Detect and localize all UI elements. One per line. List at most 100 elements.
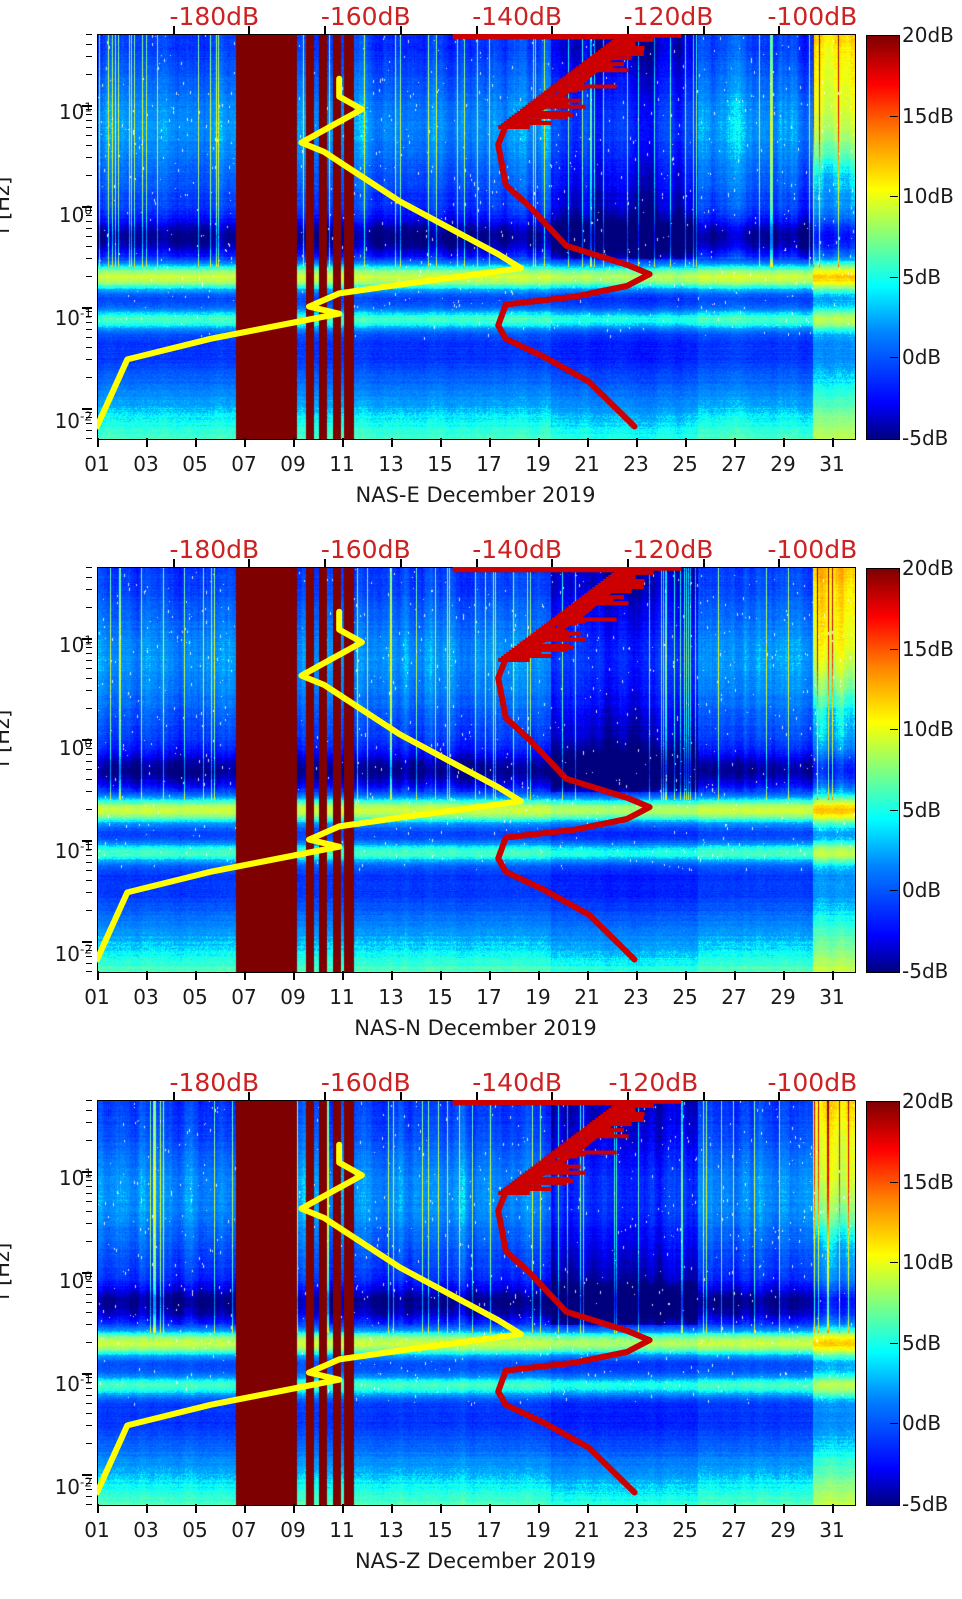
x-tick-label-03: 03 bbox=[133, 985, 159, 1009]
colorbar-tick-20dB: 20dB bbox=[902, 556, 954, 580]
colorbar-tick-10dB: 10dB bbox=[902, 184, 954, 209]
x-tick-mark bbox=[440, 971, 442, 980]
y-major-tick bbox=[82, 306, 92, 309]
x-tick-mark bbox=[342, 971, 344, 980]
x-tick-mark bbox=[734, 971, 736, 980]
y-minor-tick bbox=[86, 870, 92, 871]
spectrogram-image bbox=[98, 35, 855, 439]
colorbar-tick--5dB: -5dB bbox=[902, 426, 949, 450]
y-minor-tick bbox=[86, 1382, 92, 1384]
panel-xlabel: NAS-N December 2019 bbox=[354, 1016, 597, 1040]
x-tick-mark bbox=[146, 971, 148, 980]
y-major-tick bbox=[82, 637, 92, 640]
y-minor-tick bbox=[86, 791, 92, 793]
top-db-tick bbox=[551, 1092, 554, 1100]
x-tick-mark bbox=[293, 438, 295, 447]
top-db-tick bbox=[399, 559, 402, 567]
x-tick-mark bbox=[97, 971, 99, 980]
y-minor-tick bbox=[86, 346, 92, 348]
top-db-tick bbox=[626, 559, 629, 567]
db-label-120: -120dB bbox=[608, 1068, 699, 1097]
spectrogram-plot-nas-z[interactable] bbox=[97, 1100, 856, 1506]
x-tick-label-05: 05 bbox=[182, 452, 208, 476]
top-db-tick bbox=[778, 26, 781, 34]
y-major-tick bbox=[82, 1271, 92, 1274]
x-tick-label-11: 11 bbox=[329, 1518, 355, 1542]
y-minor-tick bbox=[86, 910, 92, 912]
colorbar-tick--5dB: -5dB bbox=[902, 1492, 949, 1516]
colorbar-tick-20dB: 20dB bbox=[902, 23, 954, 47]
x-tick-label-23: 23 bbox=[623, 452, 649, 476]
y-minor-tick bbox=[86, 1388, 92, 1390]
x-tick-label-27: 27 bbox=[721, 985, 747, 1009]
y-minor-tick bbox=[86, 1223, 92, 1225]
db-label-140: -140dB bbox=[472, 2, 563, 31]
db-label-100: -100dB bbox=[767, 1068, 858, 1097]
y-minor-tick bbox=[86, 589, 92, 591]
x-tick-label-29: 29 bbox=[770, 985, 796, 1009]
top-db-tick bbox=[778, 559, 781, 567]
x-tick-mark bbox=[489, 1504, 491, 1513]
colorbar-tick-mark bbox=[890, 1342, 898, 1344]
colorbar-tick-mark bbox=[890, 276, 898, 278]
colorbar-tick-mark bbox=[890, 890, 898, 892]
y-minor-tick bbox=[86, 337, 92, 338]
x-tick-label-19: 19 bbox=[525, 1518, 551, 1542]
y-minor-tick bbox=[86, 1140, 92, 1142]
y-minor-tick bbox=[86, 945, 92, 947]
x-tick-mark bbox=[293, 1504, 295, 1513]
y-minor-tick bbox=[86, 236, 92, 237]
y-minor-tick bbox=[86, 56, 92, 58]
y-minor-tick bbox=[86, 660, 92, 661]
colorbar-tick-mark bbox=[890, 1423, 898, 1425]
x-tick-label-17: 17 bbox=[476, 1518, 502, 1542]
x-tick-label-17: 17 bbox=[476, 985, 502, 1009]
db-label-140: -140dB bbox=[472, 535, 563, 564]
y-tick-10e1: 101 bbox=[58, 100, 92, 124]
y-minor-tick bbox=[86, 1122, 92, 1124]
y-major-tick bbox=[82, 839, 92, 842]
y-tick-10e-2: 10-2 bbox=[54, 409, 92, 433]
top-db-axis: -180dB -160dB -140dB -120dB -100dB bbox=[97, 533, 857, 567]
y-minor-tick bbox=[86, 754, 92, 756]
spectrogram-canvas bbox=[98, 568, 855, 972]
y-minor-tick bbox=[86, 668, 92, 669]
y-tick-10e-2: 10-2 bbox=[54, 942, 92, 966]
x-tick-label-21: 21 bbox=[574, 985, 600, 1009]
x-tick-mark bbox=[195, 1504, 197, 1513]
y-minor-tick bbox=[86, 769, 92, 770]
x-axis-nas-e: 01 03 05 07 09 11 13 15 17 19 21 23 25 27 29 31 bbox=[84, 438, 854, 478]
x-tick-label-05: 05 bbox=[182, 985, 208, 1009]
y-minor-tick bbox=[86, 438, 92, 439]
y-minor-tick bbox=[86, 175, 92, 177]
top-db-tick bbox=[399, 26, 402, 34]
x-tick-mark bbox=[489, 438, 491, 447]
spectrogram-plot-nas-e[interactable] bbox=[97, 34, 856, 440]
colorbar-tick-mark bbox=[890, 115, 898, 117]
y-minor-tick bbox=[86, 430, 92, 431]
x-tick-mark bbox=[146, 1504, 148, 1513]
x-tick-mark bbox=[636, 438, 638, 447]
top-db-tick bbox=[475, 1092, 478, 1100]
y-minor-tick bbox=[86, 1496, 92, 1497]
colorbar-tick-5dB: 5dB bbox=[902, 264, 942, 289]
y-minor-tick bbox=[86, 359, 92, 361]
x-tick-mark bbox=[440, 1504, 442, 1513]
y-major-tick bbox=[82, 940, 92, 943]
x-tick-label-09: 09 bbox=[280, 1518, 306, 1542]
y-axis-label: f [Hz] bbox=[0, 1242, 14, 1300]
y-major-tick bbox=[82, 104, 92, 107]
x-tick-label-09: 09 bbox=[280, 985, 306, 1009]
x-tick-mark bbox=[244, 971, 246, 980]
x-tick-mark bbox=[832, 971, 834, 980]
x-tick-label-15: 15 bbox=[427, 1518, 453, 1542]
x-tick-label-19: 19 bbox=[525, 985, 551, 1009]
x-tick-mark bbox=[538, 1504, 540, 1513]
x-tick-label-27: 27 bbox=[721, 452, 747, 476]
y-major-tick bbox=[82, 205, 92, 208]
x-tick-label-01: 01 bbox=[84, 452, 110, 476]
db-label-160: -160dB bbox=[320, 1068, 411, 1097]
y-minor-tick bbox=[86, 653, 92, 655]
x-tick-label-31: 31 bbox=[819, 985, 845, 1009]
spectrogram-plot-nas-n[interactable] bbox=[97, 567, 856, 973]
